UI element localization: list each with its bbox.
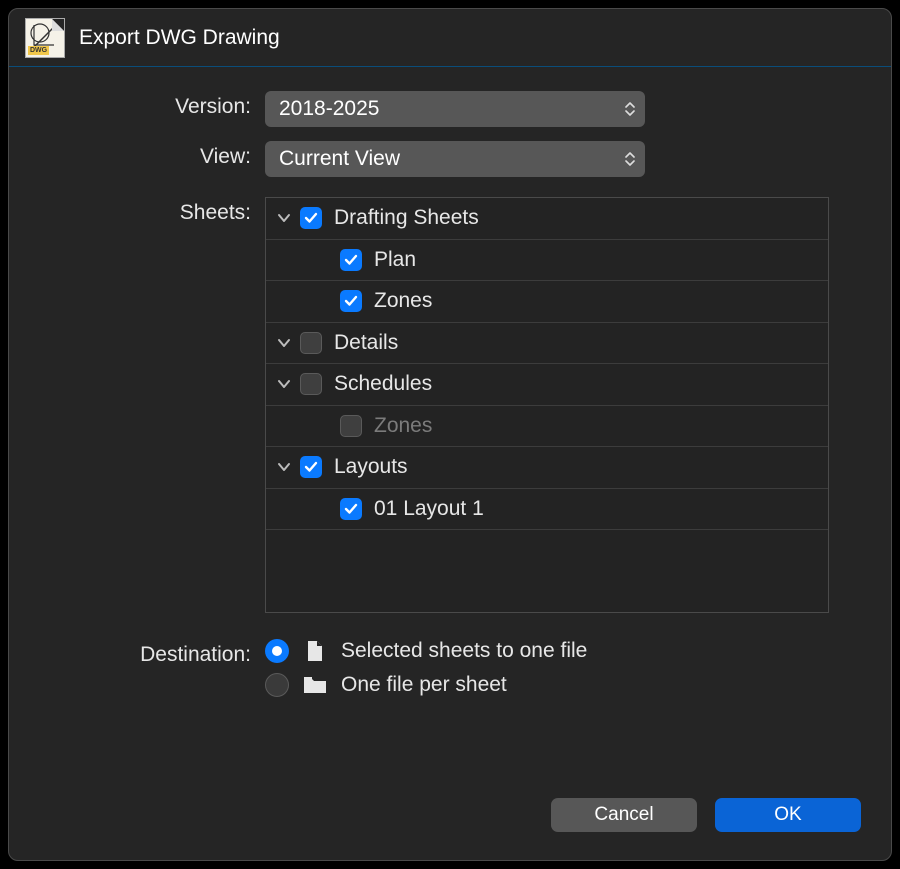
- tree-row[interactable]: Plan: [266, 240, 828, 282]
- destination-option[interactable]: Selected sheets to one file: [265, 639, 857, 663]
- tree-row[interactable]: Schedules: [266, 364, 828, 406]
- chevron-up-down-icon: [625, 102, 635, 116]
- checkbox[interactable]: [340, 290, 362, 312]
- dialog-footer: Cancel OK: [9, 798, 891, 860]
- tree-item-label: Plan: [370, 248, 416, 272]
- checkbox[interactable]: [300, 207, 322, 229]
- destination-label: Destination:: [43, 639, 265, 667]
- tree-row[interactable]: 01 Layout 1: [266, 489, 828, 531]
- ok-button[interactable]: OK: [715, 798, 861, 832]
- file-icon: [303, 640, 327, 662]
- destination-option[interactable]: One file per sheet: [265, 673, 857, 697]
- chevron-up-down-icon: [625, 152, 635, 166]
- tree-item-label: Drafting Sheets: [330, 206, 479, 230]
- destination-option-label: One file per sheet: [341, 673, 507, 697]
- checkbox[interactable]: [300, 332, 322, 354]
- tree-row[interactable]: Drafting Sheets: [266, 198, 828, 240]
- version-popup[interactable]: 2018-2025: [265, 91, 645, 127]
- tree-item-label: Zones: [370, 414, 432, 438]
- version-value: 2018-2025: [279, 97, 379, 121]
- checkbox[interactable]: [340, 415, 362, 437]
- dwg-app-icon: DWG: [25, 18, 65, 58]
- tree-item-label: Layouts: [330, 455, 408, 479]
- checkbox[interactable]: [300, 456, 322, 478]
- version-label: Version:: [43, 91, 265, 119]
- titlebar: DWG Export DWG Drawing: [9, 9, 891, 67]
- destination-group: Selected sheets to one file One file per …: [265, 639, 857, 697]
- tree-item-label: Schedules: [330, 372, 432, 396]
- radio-button[interactable]: [265, 639, 289, 663]
- cancel-button[interactable]: Cancel: [551, 798, 697, 832]
- sheets-label: Sheets:: [43, 197, 265, 225]
- tree-row[interactable]: Details: [266, 323, 828, 365]
- destination-option-label: Selected sheets to one file: [341, 639, 587, 663]
- tree-item-label: 01 Layout 1: [370, 497, 484, 521]
- tree-row[interactable]: Zones: [266, 281, 828, 323]
- view-popup[interactable]: Current View: [265, 141, 645, 177]
- dialog-content: Version: 2018-2025 View: Current View: [9, 67, 891, 798]
- radio-button[interactable]: [265, 673, 289, 697]
- tree-row[interactable]: Zones: [266, 406, 828, 448]
- dwg-badge: DWG: [28, 46, 49, 55]
- checkbox[interactable]: [340, 249, 362, 271]
- export-dwg-dialog: DWG Export DWG Drawing Version: 2018-202…: [8, 8, 892, 861]
- window-title: Export DWG Drawing: [79, 26, 280, 50]
- sheets-tree[interactable]: Drafting Sheets Plan Zones Details Schedules…: [265, 197, 829, 613]
- view-value: Current View: [279, 147, 400, 171]
- checkbox[interactable]: [300, 373, 322, 395]
- tree-row[interactable]: Layouts: [266, 447, 828, 489]
- tree-item-label: Zones: [370, 289, 432, 313]
- folder-icon: [303, 675, 327, 695]
- tree-item-label: Details: [330, 331, 398, 355]
- disclosure-icon[interactable]: [276, 213, 292, 223]
- view-label: View:: [43, 141, 265, 169]
- disclosure-icon[interactable]: [276, 462, 292, 472]
- disclosure-icon[interactable]: [276, 338, 292, 348]
- checkbox[interactable]: [340, 498, 362, 520]
- disclosure-icon[interactable]: [276, 379, 292, 389]
